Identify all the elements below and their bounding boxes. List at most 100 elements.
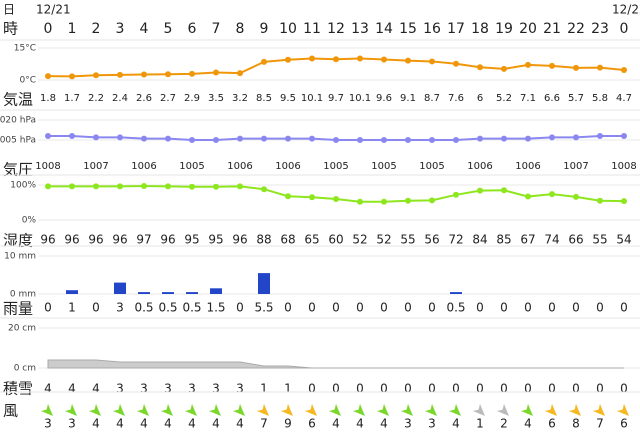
value-label: 6.6	[544, 93, 560, 104]
point	[213, 137, 219, 143]
point	[573, 193, 579, 200]
value-label: 4	[116, 417, 124, 431]
point	[453, 137, 459, 143]
value-label: 0	[548, 382, 556, 396]
y-tick-label: 0 mm	[10, 290, 36, 300]
hour-label: 15	[399, 21, 417, 37]
value-label: 3	[44, 417, 52, 431]
value-label: 2.9	[184, 93, 200, 104]
value-label: 8.7	[424, 93, 440, 104]
wind-arrow	[280, 403, 293, 416]
wind-arrow	[520, 403, 533, 416]
value-label: 4	[236, 417, 244, 431]
point	[189, 183, 195, 190]
point	[525, 135, 531, 142]
value-label: 2	[500, 417, 508, 431]
value-label: 60	[328, 233, 343, 247]
point	[45, 73, 51, 80]
value-label: 1006	[227, 161, 252, 172]
point	[381, 137, 387, 143]
point	[477, 64, 483, 71]
value-label: 9.7	[328, 93, 344, 104]
point	[357, 55, 363, 62]
point	[525, 61, 531, 68]
value-label: 0	[452, 382, 460, 396]
point	[333, 137, 339, 143]
point	[597, 197, 603, 204]
wind-arrow	[448, 403, 461, 416]
value-label: 1006	[467, 161, 492, 172]
y-tick-label: 0%	[22, 216, 37, 226]
hour-label: 5	[164, 21, 173, 37]
point	[93, 134, 99, 141]
hour-label: 1	[68, 21, 77, 37]
value-label: 2.2	[88, 93, 104, 104]
point	[453, 191, 459, 198]
point	[501, 187, 507, 194]
wind-arrow	[616, 403, 629, 416]
value-label: 1	[260, 382, 268, 396]
value-label: 1	[476, 417, 484, 431]
value-label: 0	[428, 301, 436, 315]
value-label: 1.7	[64, 93, 80, 104]
value-label: 0	[572, 301, 580, 315]
hour-label: 2	[92, 21, 101, 37]
value-label: 7.6	[448, 93, 464, 104]
wind-arrow	[328, 403, 341, 416]
hour-label: 0	[620, 21, 629, 37]
value-label: 84	[472, 233, 487, 247]
hour-label: 0	[44, 21, 53, 37]
point	[237, 135, 243, 142]
value-label: 67	[520, 233, 535, 247]
point	[309, 55, 315, 62]
hour-label: 22	[567, 21, 585, 37]
point	[477, 187, 483, 194]
value-label: 1006	[515, 161, 540, 172]
value-label: 0	[380, 382, 388, 396]
y-tick-label: 15°C	[14, 44, 36, 54]
point	[117, 183, 123, 190]
value-label: 96	[40, 233, 55, 247]
point	[333, 196, 339, 202]
point	[549, 191, 555, 198]
hour-label: 23	[591, 21, 609, 37]
value-label: 96	[160, 233, 175, 247]
y-tick-label: 100%	[10, 181, 36, 191]
y-tick-label: 1005 hPa	[0, 136, 36, 146]
value-label: 4	[212, 417, 220, 431]
hour-label: 16	[423, 21, 441, 37]
value-label: 0.5	[446, 301, 465, 315]
point	[405, 57, 411, 64]
value-label: 8.5	[256, 93, 272, 104]
value-label: 0	[332, 382, 340, 396]
value-label: 0.5	[158, 301, 177, 315]
point	[309, 194, 315, 201]
value-label: 6	[548, 417, 556, 431]
point	[453, 60, 459, 67]
wind-arrow	[160, 403, 173, 416]
hour-label: 17	[447, 21, 465, 37]
point	[45, 133, 51, 139]
value-label: 66	[568, 233, 583, 247]
value-label: 3	[164, 382, 172, 396]
hour-row-label: 時	[3, 20, 18, 38]
value-label: 52	[352, 233, 367, 247]
value-label: 1008	[611, 161, 636, 172]
y-tick-label: 0 cm	[14, 364, 36, 374]
value-label: 3.2	[232, 93, 248, 104]
value-label: 0	[284, 301, 292, 315]
value-label: 55	[400, 233, 415, 247]
value-label: 1007	[83, 161, 108, 172]
value-label: 4	[356, 417, 364, 431]
point	[69, 73, 75, 80]
point	[333, 56, 339, 63]
point	[429, 58, 435, 65]
point	[501, 65, 507, 72]
point	[165, 183, 171, 190]
value-label: 0	[500, 382, 508, 396]
value-label: 0	[236, 301, 244, 315]
bar	[162, 292, 174, 294]
value-label: 0	[428, 382, 436, 396]
point	[141, 135, 147, 142]
